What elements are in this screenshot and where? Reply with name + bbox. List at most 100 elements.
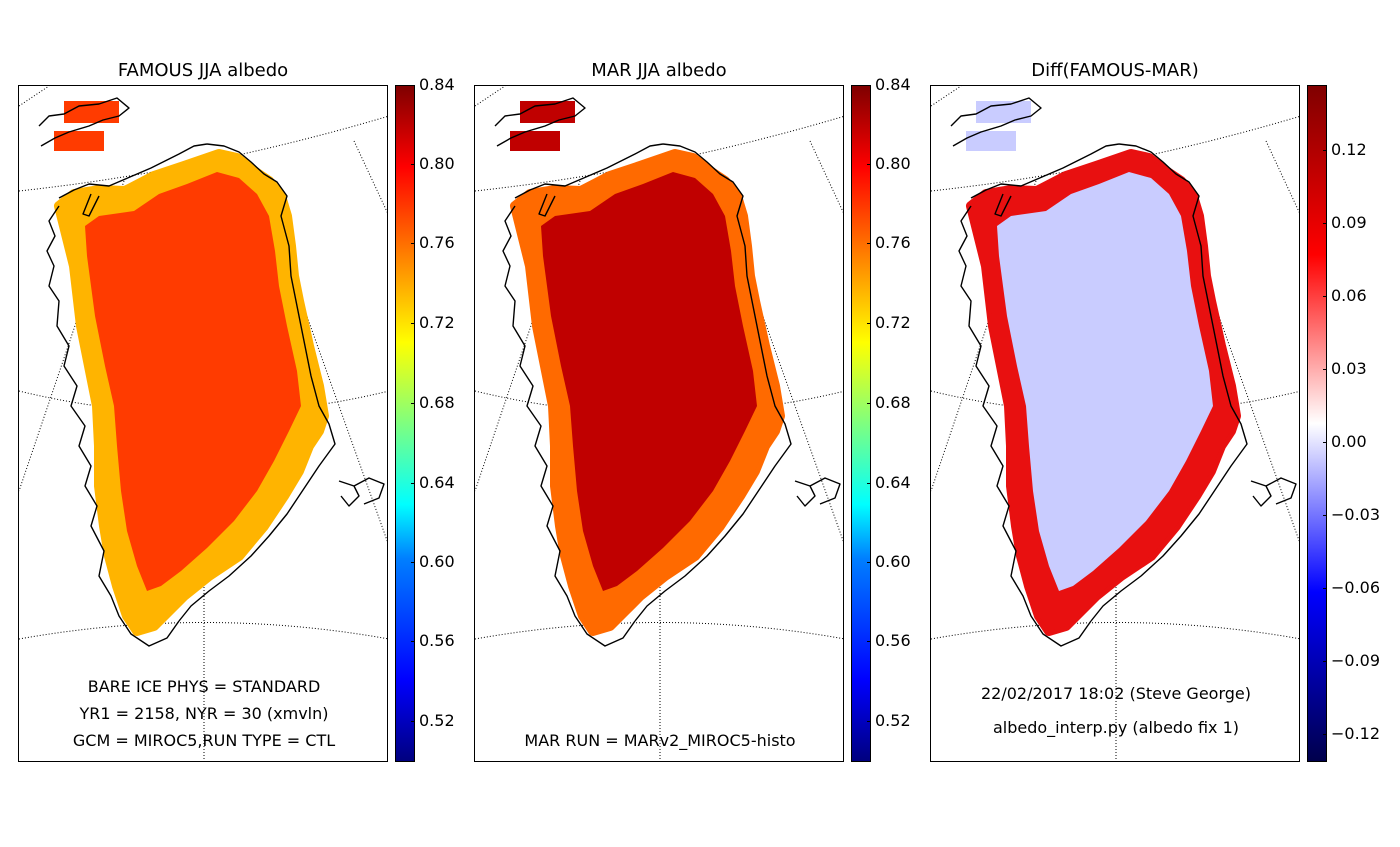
colorbar-tick-label: 0.76 (875, 233, 911, 252)
colorbar-tick-label: 0.64 (419, 473, 455, 492)
colorbar-tick-label: 0.60 (875, 552, 911, 571)
colorbar-tick-label: −0.03 (1331, 505, 1381, 524)
coastline (970, 143, 1120, 199)
colorbar-tick-mark (867, 85, 871, 86)
colorbar-tick-label: 0.72 (875, 313, 911, 332)
colorbar-tick-label: 0.56 (419, 631, 455, 650)
colorbar-tick-label: 0.09 (1331, 213, 1367, 232)
colorbar-tick-mark (867, 483, 871, 484)
colorbar-tick-mark (1323, 661, 1327, 662)
colorbar-tick-mark (1323, 296, 1327, 297)
coastline (950, 97, 1042, 147)
colorbar-tick-label: 0.03 (1331, 359, 1367, 378)
coastline (38, 97, 130, 147)
colorbar-tick-label: 0.84 (875, 75, 911, 94)
colorbar-tick-label: 0.52 (875, 711, 911, 730)
colorbar-tick-label: 0.52 (419, 711, 455, 730)
longitude-line (475, 86, 506, 107)
colorbar-tick-label: −0.09 (1331, 651, 1381, 670)
note-script-name: albedo_interp.py (albedo fix 1) (992, 718, 1239, 737)
north-island-patch (966, 131, 1016, 151)
ice-sheet-interior (997, 172, 1213, 591)
colorbar-tick-mark (411, 243, 415, 244)
colorbar-tick-mark (411, 164, 415, 165)
colorbar-tick-label: 0.68 (875, 393, 911, 412)
north-island-patch (54, 131, 104, 151)
colorbar-tick-mark (867, 323, 871, 324)
colorbar-tick-mark (411, 721, 415, 722)
coastline (502, 205, 636, 647)
colorbar-tick-mark (867, 562, 871, 563)
longitude-line (809, 140, 843, 213)
coastline (1250, 480, 1272, 507)
colorbar-tick-label: 0.84 (419, 75, 455, 94)
latitude-line (931, 622, 1299, 640)
colorbar-tick-mark (411, 641, 415, 642)
ice-sheet-interior (85, 172, 301, 591)
coastline (178, 143, 336, 622)
colorbar-tick-label: 0.76 (419, 233, 455, 252)
colorbar-tick-mark (867, 721, 871, 722)
colorbar-tick-mark (1323, 223, 1327, 224)
note-gcm-run-type: GCM = MIROC5,RUN TYPE = CTL (72, 731, 336, 750)
north-island-patch (510, 131, 560, 151)
map-mar-albedo: MAR RUN = MARv2_MIROC5-histo (474, 85, 844, 762)
panel-title-mar: MAR JJA albedo (591, 60, 727, 81)
colorbar-tick-label: 0.06 (1331, 286, 1367, 305)
note-years: YR1 = 2158, NYR = 30 (xmvln) (79, 704, 329, 723)
colorbar-tick-label: 0.80 (875, 154, 911, 173)
coastline (58, 143, 208, 199)
colorbar-tick-mark (867, 403, 871, 404)
colorbar-tick-mark (411, 483, 415, 484)
colorbar-tick-label: 0.00 (1331, 432, 1367, 451)
coastline (958, 205, 1092, 647)
colorbar-tick-mark (411, 562, 415, 563)
colorbar-tick-mark (867, 641, 871, 642)
colorbar-tick-label: 0.60 (419, 552, 455, 571)
coastline (46, 205, 180, 647)
colorbar-tick-mark (411, 323, 415, 324)
colorbar-tick-label: −0.12 (1331, 724, 1381, 743)
map-famous-albedo: BARE ICE PHYS = STANDARD YR1 = 2158, NYR… (18, 85, 388, 762)
colorbar-tick-mark (411, 403, 415, 404)
coastline (809, 477, 841, 505)
panel-title-famous: FAMOUS JJA albedo (117, 60, 289, 81)
colorbar-diff (1307, 85, 1327, 762)
longitude-line (931, 86, 962, 107)
longitude-line (1265, 140, 1299, 213)
colorbar-tick-mark (867, 243, 871, 244)
note-bare-ice-phys: BARE ICE PHYS = STANDARD (87, 677, 321, 696)
coastline (514, 143, 664, 199)
colorbar-tick-mark (1323, 442, 1327, 443)
ice-sheet-interior (541, 172, 757, 591)
coastline (538, 193, 556, 217)
greenland-map (931, 86, 1299, 761)
colorbar-tick-mark (867, 164, 871, 165)
colorbar-mar (851, 85, 871, 762)
coastline (794, 480, 816, 507)
colorbar-tick-mark (1323, 150, 1327, 151)
colorbar-tick-label: 0.64 (875, 473, 911, 492)
note-timestamp-author: 22/02/2017 18:02 (Steve George) (981, 684, 1251, 703)
colorbar-tick-label: 0.56 (875, 631, 911, 650)
colorbar-tick-label: −0.06 (1331, 578, 1381, 597)
colorbar-tick-mark (1323, 588, 1327, 589)
map-diff-albedo: 22/02/2017 18:02 (Steve George) albedo_i… (930, 85, 1300, 762)
colorbar-tick-mark (411, 85, 415, 86)
note-mar-run: MAR RUN = MARv2_MIROC5-histo (524, 731, 796, 750)
colorbar-tick-mark (1323, 515, 1327, 516)
colorbar-tick-label: 0.80 (419, 154, 455, 173)
colorbar-tick-label: 0.68 (419, 393, 455, 412)
coastline (494, 97, 586, 147)
longitude-line (19, 86, 50, 107)
colorbar-tick-label: 0.12 (1331, 140, 1367, 159)
colorbar-tick-label: 0.72 (419, 313, 455, 332)
coastline (1265, 477, 1297, 505)
coastline (338, 480, 360, 507)
coastline (994, 193, 1012, 217)
latitude-line (19, 622, 387, 640)
colorbar-tick-mark (1323, 734, 1327, 735)
panel-title-diff: Diff(FAMOUS-MAR) (1031, 60, 1199, 81)
colorbar-tick-mark (1323, 369, 1327, 370)
coastline (634, 143, 792, 622)
